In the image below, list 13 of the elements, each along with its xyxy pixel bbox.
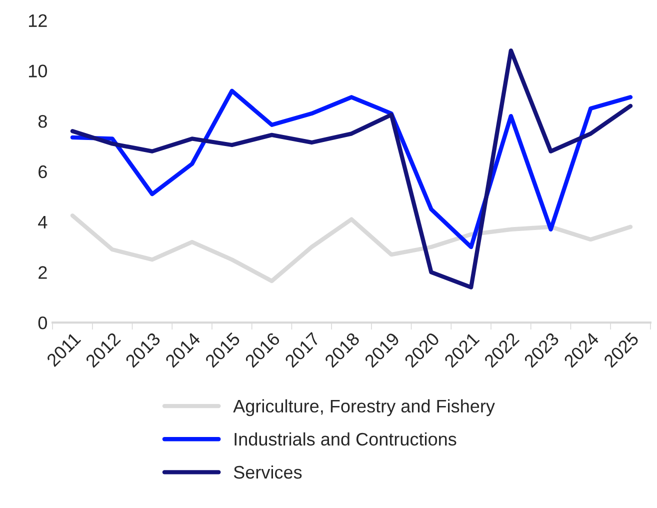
y-tick-label: 10 (28, 64, 47, 78)
line-series (70, 88, 633, 250)
legend-label: Industrials and Contructions (234, 432, 456, 446)
line-series (70, 213, 633, 284)
y-tick-label: 8 (38, 115, 47, 128)
legend-label: Agriculture, Forestry and Fishery (233, 399, 495, 416)
y-tick-label: 4 (38, 216, 48, 228)
legend-label: Services (234, 465, 302, 479)
y-tick-label: 12 (28, 14, 47, 27)
y-tick-label: 2 (38, 266, 47, 279)
y-tick-label: 0 (38, 316, 47, 330)
y-tick-label: 6 (38, 165, 47, 178)
line-series (70, 48, 633, 290)
